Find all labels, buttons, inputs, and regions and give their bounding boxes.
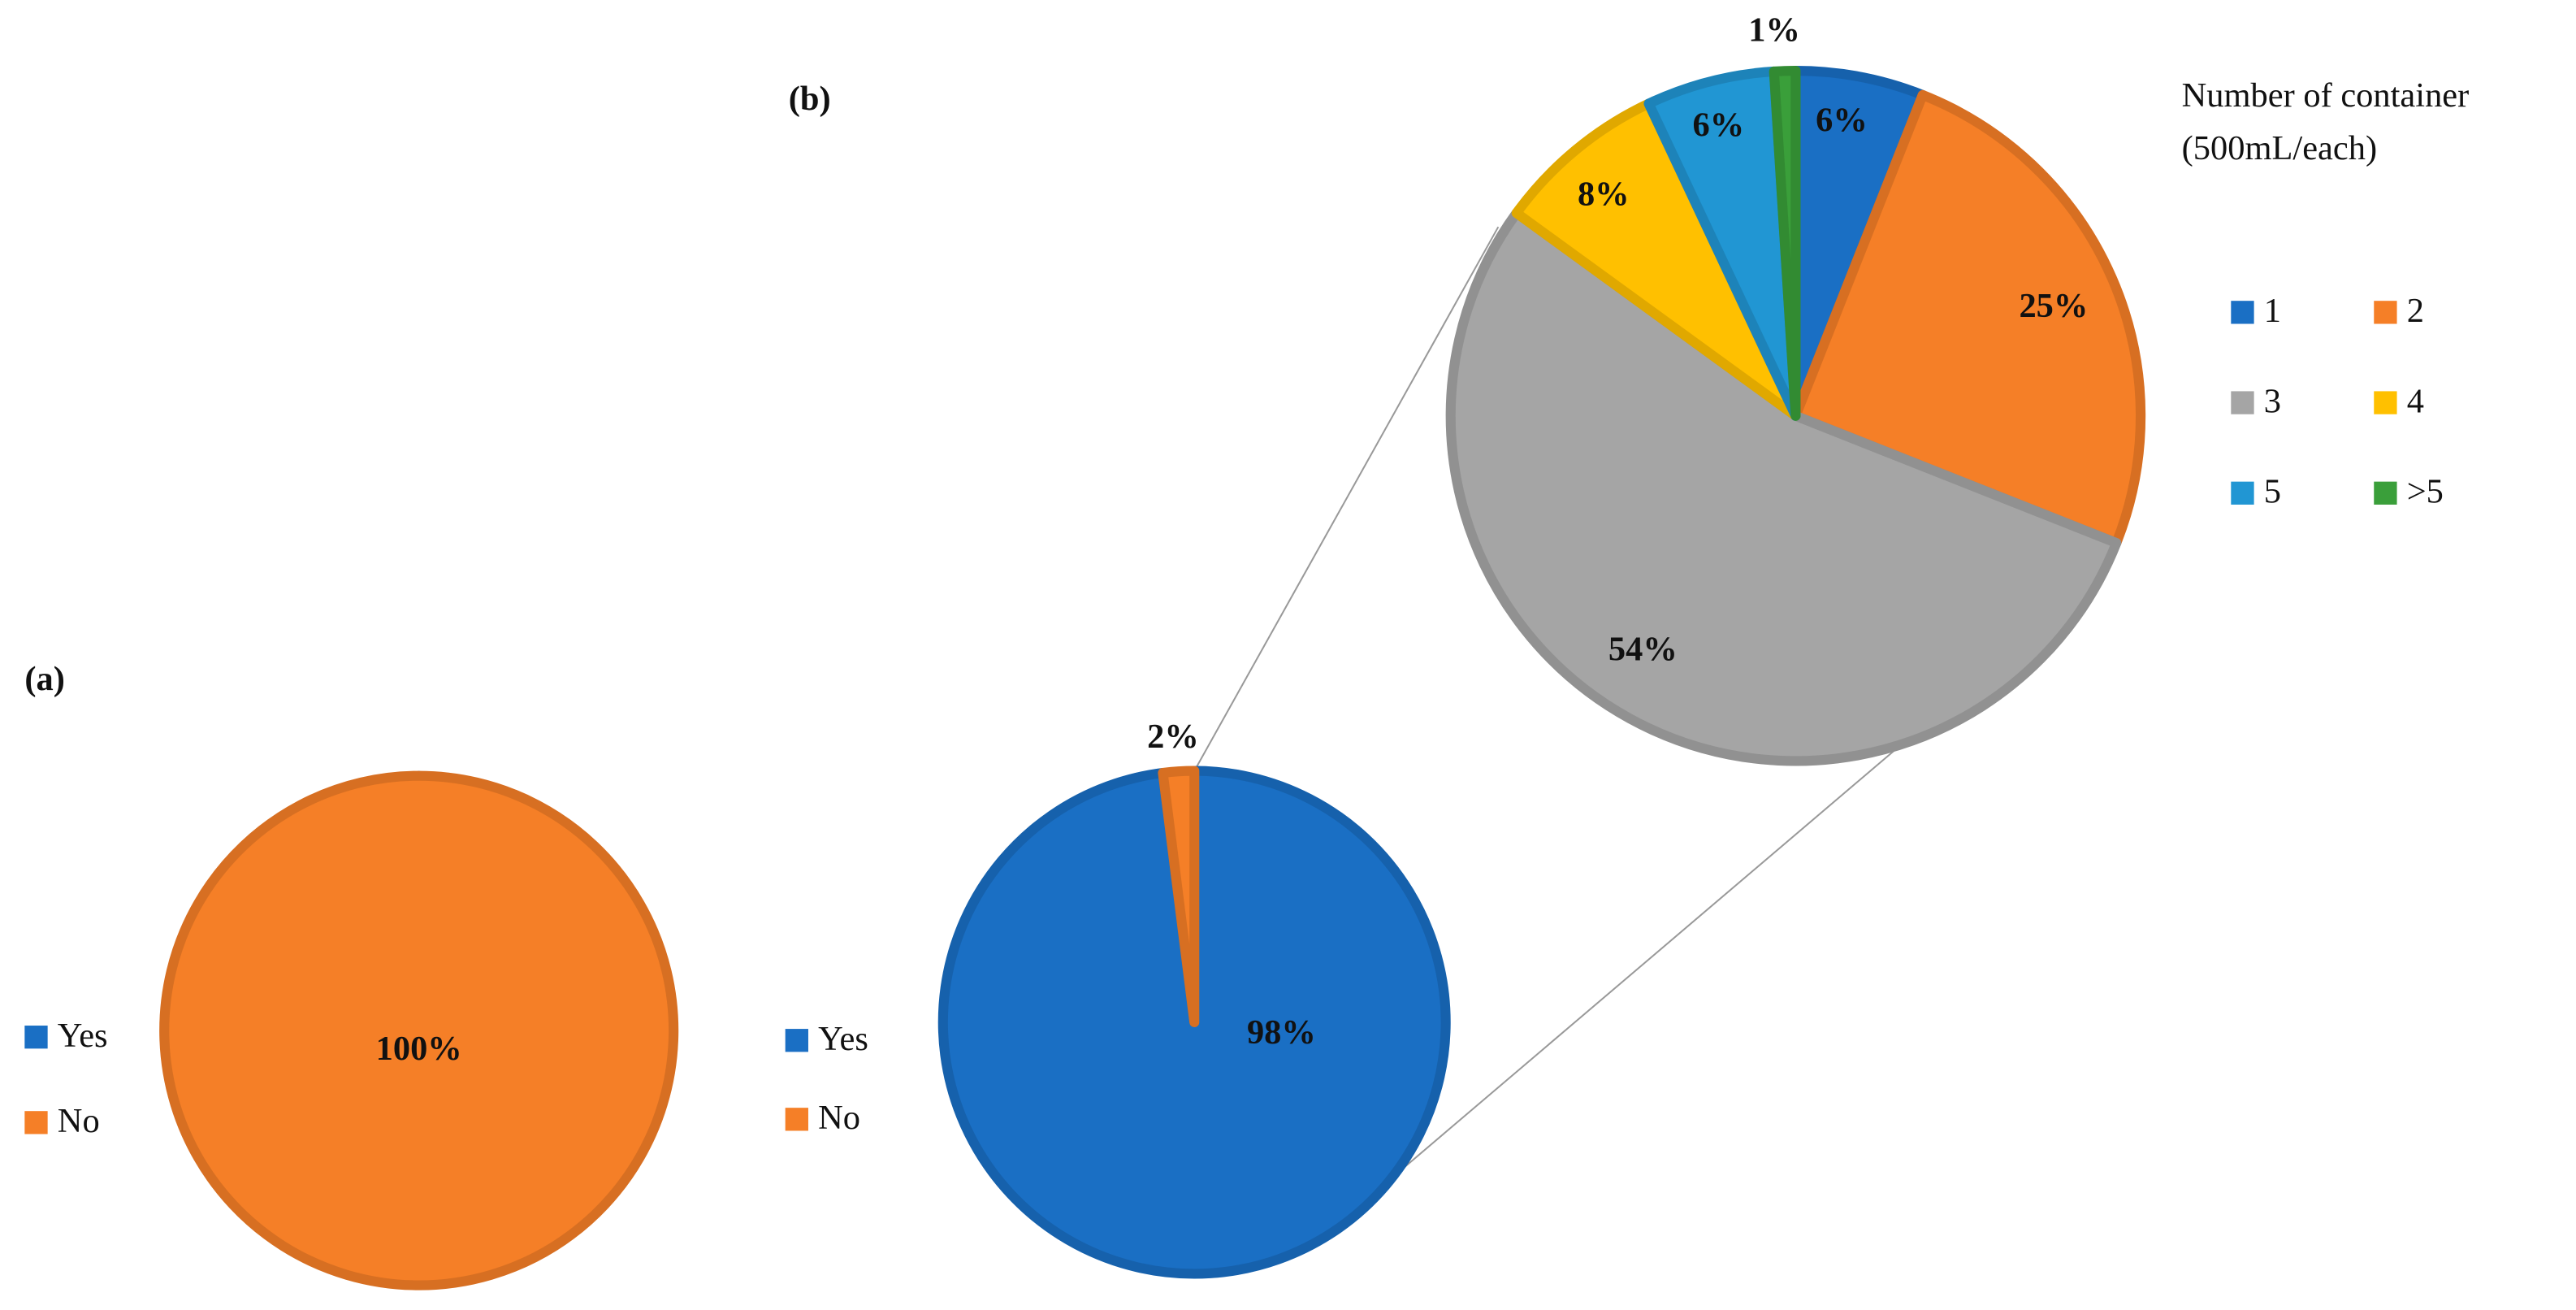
data-label: 6% xyxy=(1816,102,1868,140)
legend-swatch xyxy=(2374,301,2397,324)
data-label: 8% xyxy=(1578,176,1630,214)
slice-edge xyxy=(159,770,679,1290)
panel-label: (a) xyxy=(24,660,65,698)
pie-slice xyxy=(1445,208,2122,766)
pie-slice xyxy=(1790,89,2146,549)
pie-slice xyxy=(159,770,679,1290)
slice-edge xyxy=(1769,65,1801,421)
data-label: 98% xyxy=(1247,1013,1316,1052)
slice-edge xyxy=(1511,98,1801,421)
legend-label: Yes xyxy=(58,1017,108,1055)
legend-label: >5 xyxy=(2407,473,2444,511)
legend-swatch xyxy=(2231,481,2254,505)
legend-label: 1 xyxy=(2264,292,2281,330)
slice-edge xyxy=(1790,89,2146,549)
slice-edge xyxy=(937,766,1451,1279)
legend-title: Number of container xyxy=(2182,76,2470,115)
legend-label: 5 xyxy=(2264,473,2281,511)
legend-swatch xyxy=(2231,301,2254,324)
legend-title: (500mL/each) xyxy=(2182,129,2377,167)
legend-swatch xyxy=(24,1026,48,1049)
slice-edge xyxy=(1445,208,2122,766)
data-label: 2% xyxy=(1147,718,1199,756)
data-label: 6% xyxy=(1693,106,1745,145)
pie-slice xyxy=(1511,98,1801,421)
data-label: 54% xyxy=(1608,631,1678,669)
legend-swatch xyxy=(785,1029,808,1052)
legend-swatch xyxy=(2374,391,2397,414)
connector-line xyxy=(1392,747,1898,1178)
panel-label: (b) xyxy=(789,80,831,118)
legend-label: No xyxy=(818,1099,860,1137)
legend-label: 4 xyxy=(2407,382,2424,420)
data-label: 1% xyxy=(1748,11,1800,49)
connector-line xyxy=(1193,226,1500,772)
slice-edge xyxy=(1158,766,1200,1028)
legend-swatch xyxy=(2374,481,2397,505)
legend-label: No xyxy=(58,1102,100,1140)
legend-label: Yes xyxy=(818,1020,868,1058)
data-label: 100% xyxy=(376,1030,462,1068)
legend-label: 2 xyxy=(2407,292,2424,330)
legend-swatch xyxy=(785,1108,808,1131)
pie-slice xyxy=(1158,766,1200,1028)
legend-swatch xyxy=(24,1111,48,1134)
legend-label: 3 xyxy=(2264,382,2281,420)
pie-slice xyxy=(1769,65,1801,421)
legend-swatch xyxy=(2231,391,2254,414)
data-label: 25% xyxy=(2019,287,2088,325)
